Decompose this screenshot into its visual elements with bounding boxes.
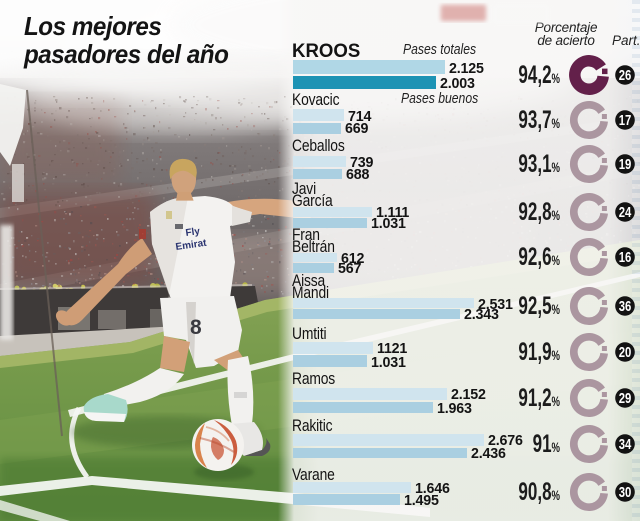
svg-text:17: 17 xyxy=(619,112,632,129)
svg-text:19: 19 xyxy=(619,156,632,173)
svg-text:29: 29 xyxy=(619,390,632,407)
svg-text:30: 30 xyxy=(619,484,632,501)
svg-text:36: 36 xyxy=(619,298,632,315)
svg-text:34: 34 xyxy=(619,436,632,453)
svg-text:Fly: Fly xyxy=(185,226,201,239)
svg-text:Emirat: Emirat xyxy=(175,238,208,253)
svg-text:26: 26 xyxy=(619,67,632,84)
svg-text:24: 24 xyxy=(619,204,632,221)
svg-text:20: 20 xyxy=(619,344,632,361)
svg-text:16: 16 xyxy=(619,249,632,266)
svg-text:8: 8 xyxy=(190,316,202,339)
